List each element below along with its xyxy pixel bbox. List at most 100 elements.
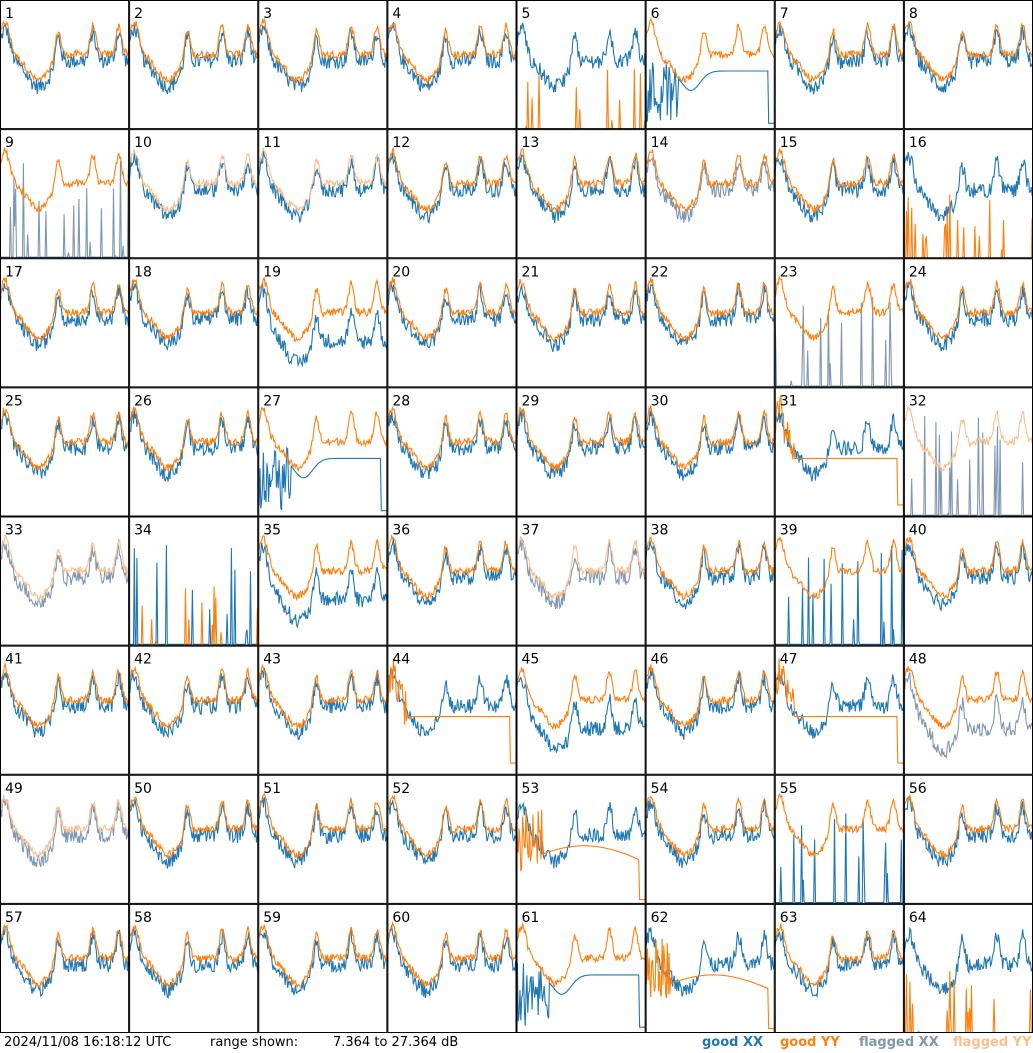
panel-frame-7 — [774, 0, 904, 130]
panel-34: 34 — [129, 516, 259, 646]
series-xx-panel-37 — [516, 538, 646, 610]
series-yy-panel-32 — [903, 404, 1033, 472]
panel-46: 46 — [645, 645, 775, 775]
panel-frame-34 — [129, 516, 259, 646]
panel-17: 17 — [0, 258, 130, 388]
panel-18: 18 — [129, 258, 259, 388]
series-xx-panel-47 — [774, 672, 904, 739]
timestamp: 2024/11/08 16:18:12 UTC — [4, 1035, 172, 1050]
panel-9: 9 — [0, 129, 130, 259]
series-xx-panel-36 — [387, 538, 517, 606]
panel-49: 49 — [0, 774, 130, 904]
panel-50: 50 — [129, 774, 259, 904]
panel-45: 45 — [516, 645, 646, 775]
panel-label-10: 10 — [134, 135, 152, 151]
range-value: 7.364 to 27.364 dB — [333, 1035, 459, 1050]
panel-frame-9 — [0, 129, 130, 259]
panel-frame-10 — [129, 129, 259, 259]
panel-frame-14 — [645, 129, 775, 259]
panel-label-25: 25 — [5, 393, 23, 409]
panel-57: 57 — [0, 903, 130, 1033]
panel-21: 21 — [516, 258, 646, 388]
series-yy-panel-33 — [0, 533, 130, 602]
panel-label-57: 57 — [5, 910, 23, 926]
series-xx-panel-49 — [0, 798, 130, 868]
series-yy-panel-31 — [774, 395, 904, 506]
panel-label-61: 61 — [522, 910, 540, 926]
panel-label-63: 63 — [780, 910, 798, 926]
panel-frame-2 — [129, 0, 259, 130]
panel-label-59: 59 — [263, 910, 281, 926]
panel-58: 58 — [129, 903, 259, 1033]
panel-label-37: 37 — [522, 523, 540, 539]
series-yy-panel-7 — [774, 21, 904, 85]
series-yy-panel-62 — [645, 938, 775, 1030]
panel-27: 27 — [258, 387, 388, 517]
series-yy-panel-51 — [258, 793, 388, 860]
panel-frame-18 — [129, 258, 259, 388]
panel-label-46: 46 — [651, 652, 669, 668]
panel-label-53: 53 — [522, 781, 540, 797]
panel-13: 13 — [516, 129, 646, 259]
panel-label-27: 27 — [263, 393, 281, 409]
panel-frame-4 — [387, 0, 517, 130]
panel-label-42: 42 — [134, 652, 152, 668]
panel-16: 16 — [903, 129, 1033, 259]
panel-51: 51 — [258, 774, 388, 904]
series-yy-panel-43 — [258, 664, 388, 730]
panel-41: 41 — [0, 645, 130, 775]
series-xx-panel-2 — [129, 23, 259, 95]
panel-frame-22 — [645, 258, 775, 388]
series-xx-panel-6 — [645, 61, 775, 124]
panel-label-8: 8 — [909, 6, 918, 22]
series-xx-panel-45 — [516, 676, 646, 754]
panel-1: 1 — [0, 0, 130, 130]
panel-label-47: 47 — [780, 652, 798, 668]
panel-frame-29 — [516, 387, 646, 517]
panel-5: 5 — [516, 0, 646, 130]
panel-frame-57 — [0, 903, 130, 1033]
panel-label-33: 33 — [5, 523, 23, 539]
panel-35: 35 — [258, 516, 388, 646]
panel-frame-55 — [774, 774, 904, 904]
panel-64: 64 — [903, 903, 1033, 1033]
panel-6: 6 — [645, 0, 775, 130]
panel-4: 4 — [387, 0, 517, 130]
series-yy-panel-64 — [903, 971, 1033, 1033]
panel-33: 33 — [0, 516, 130, 646]
panel-52: 52 — [387, 774, 517, 904]
panel-frame-20 — [387, 258, 517, 388]
panel-label-64: 64 — [909, 910, 927, 926]
panel-label-44: 44 — [392, 652, 410, 668]
legend-flagged-xx: flagged XX — [859, 1035, 939, 1050]
legend-good-yy: good YY — [780, 1035, 840, 1050]
panel-label-36: 36 — [392, 523, 410, 539]
series-xx-panel-61 — [516, 963, 646, 1028]
panel-frame-37 — [516, 516, 646, 646]
panel-label-49: 49 — [5, 781, 23, 797]
panel-8: 8 — [903, 0, 1033, 130]
series-yy-panel-55 — [774, 793, 904, 858]
series-xx-panel-35 — [258, 542, 388, 629]
panel-label-32: 32 — [909, 393, 927, 409]
series-yy-panel-27 — [258, 406, 388, 473]
series-xx-panel-56 — [903, 796, 1033, 868]
panel-frame-1 — [0, 0, 130, 130]
series-xx-panel-60 — [387, 925, 517, 998]
series-yy-panel-14 — [645, 148, 775, 212]
series-xx-panel-58 — [129, 926, 259, 1000]
series-yy-panel-4 — [387, 22, 517, 86]
series-yy-panel-45 — [516, 666, 646, 731]
panel-frame-38 — [645, 516, 775, 646]
panel-label-14: 14 — [651, 135, 669, 151]
panel-25: 25 — [0, 387, 130, 517]
series-yy-panel-35 — [258, 535, 388, 602]
panel-label-4: 4 — [392, 6, 401, 22]
panel-frame-8 — [903, 0, 1033, 130]
panel-label-11: 11 — [263, 135, 281, 151]
panel-label-20: 20 — [392, 264, 410, 280]
panel-36: 36 — [387, 516, 517, 646]
series-yy-panel-39 — [774, 536, 904, 600]
panel-frame-12 — [387, 129, 517, 259]
